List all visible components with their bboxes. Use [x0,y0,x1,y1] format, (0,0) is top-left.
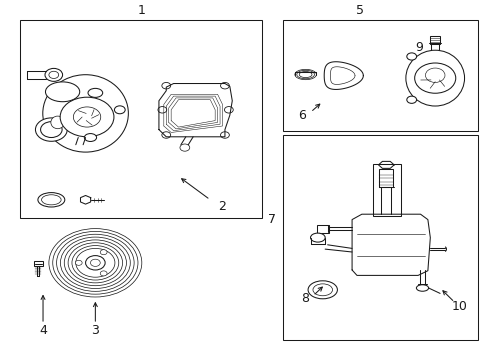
Circle shape [41,122,62,138]
Ellipse shape [35,118,67,141]
Circle shape [220,82,229,89]
Text: 1: 1 [138,4,145,17]
Ellipse shape [310,233,325,242]
Circle shape [220,132,229,138]
Text: 8: 8 [301,292,309,305]
Bar [20,20,261,218]
Circle shape [68,243,122,283]
Bar [282,20,477,131]
Circle shape [90,259,100,266]
Circle shape [425,68,444,82]
Bar [372,164,400,216]
Circle shape [162,82,170,89]
Text: 10: 10 [451,300,467,313]
Circle shape [49,71,59,78]
Circle shape [100,250,107,255]
Circle shape [61,237,130,288]
Circle shape [45,68,62,81]
Text: 5: 5 [356,4,364,17]
Text: 7: 7 [268,213,276,226]
Ellipse shape [307,281,337,299]
Circle shape [85,256,105,270]
Circle shape [406,53,416,60]
Circle shape [406,96,416,103]
Circle shape [76,248,115,277]
Bar [316,225,328,233]
Text: 3: 3 [91,324,99,337]
Ellipse shape [405,50,464,106]
Ellipse shape [312,284,332,296]
Circle shape [75,260,82,265]
Circle shape [224,107,233,113]
Ellipse shape [51,116,64,129]
Text: 2: 2 [218,201,226,213]
Ellipse shape [38,193,64,207]
Circle shape [158,107,166,113]
Circle shape [73,107,101,127]
Bar [34,261,42,266]
Circle shape [53,231,138,294]
Circle shape [60,97,114,137]
Bar [379,169,392,187]
Bar [429,36,439,44]
Circle shape [49,229,142,297]
Ellipse shape [84,134,96,141]
Circle shape [72,246,119,280]
Text: 9: 9 [415,41,423,54]
Ellipse shape [45,82,80,102]
Bar [282,135,477,340]
Circle shape [100,271,107,276]
Circle shape [64,240,126,286]
Ellipse shape [88,88,102,97]
Circle shape [180,144,189,151]
Circle shape [162,132,170,138]
Ellipse shape [415,285,427,291]
Circle shape [57,234,134,291]
Circle shape [414,63,455,93]
Ellipse shape [114,106,125,114]
Text: 4: 4 [39,324,47,337]
Text: 6: 6 [298,109,305,122]
Ellipse shape [41,195,61,205]
Ellipse shape [43,75,128,152]
